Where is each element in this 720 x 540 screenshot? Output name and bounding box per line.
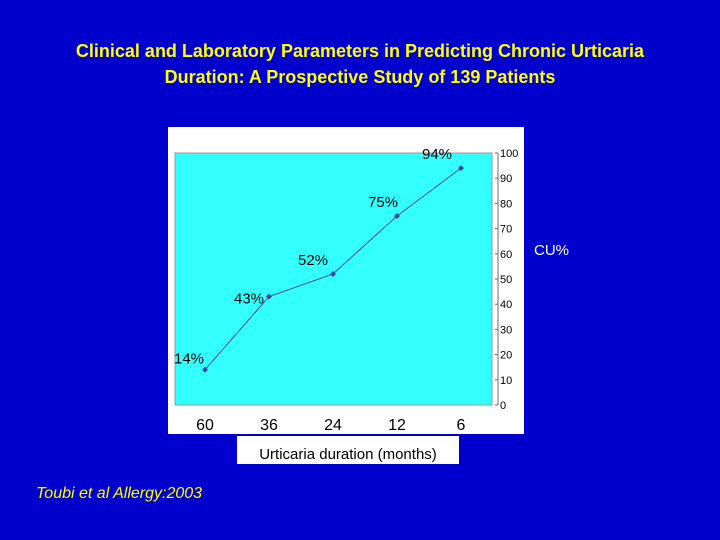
data-label: 94% (422, 146, 452, 163)
citation: Toubi et al Allergy:2003 (36, 485, 203, 502)
data-point (394, 213, 400, 219)
data-point (202, 366, 208, 373)
data-point (458, 165, 464, 172)
data-point (266, 293, 272, 300)
y-tick-label: 70 (500, 224, 512, 236)
data-point (330, 270, 336, 277)
data-label: 52% (298, 252, 328, 269)
x-tick-label: 12 (388, 417, 406, 434)
y-tick-label: 100 (500, 148, 518, 160)
y-tick-label: 50 (500, 274, 512, 286)
y-tick-label: 80 (500, 198, 512, 210)
y-tick-label: 30 (500, 324, 512, 336)
y-tick-label: 60 (500, 249, 512, 261)
x-tick-label: 60 (196, 417, 214, 434)
plot-area (174, 152, 493, 406)
x-axis-title: Urticaria duration (months) (259, 446, 437, 463)
data-label: 75% (368, 194, 398, 211)
y-tick-label: 10 (500, 375, 512, 387)
x-tick-label: 36 (260, 417, 278, 434)
slide-title-line-1: Clinical and Laboratory Parameters in Pr… (75, 41, 645, 61)
x-tick-label: 24 (324, 417, 342, 434)
y-tick-label: 0 (500, 400, 506, 412)
y-tick-label: 90 (500, 173, 512, 185)
legend-entry: CU% (534, 242, 569, 259)
y-tick-label: 40 (500, 299, 512, 311)
x-tick-label: 6 (457, 417, 466, 434)
x-axis-title-bg (237, 436, 459, 464)
slide-title: Clinical and Laboratory Parameters in Pr… (0, 38, 720, 90)
data-label: 14% (174, 351, 204, 368)
slide-title-line-2: Duration: A Prospective Study of 139 Pat… (164, 67, 556, 87)
data-label: 43% (234, 291, 264, 308)
y-tick-label: 20 (500, 350, 512, 362)
